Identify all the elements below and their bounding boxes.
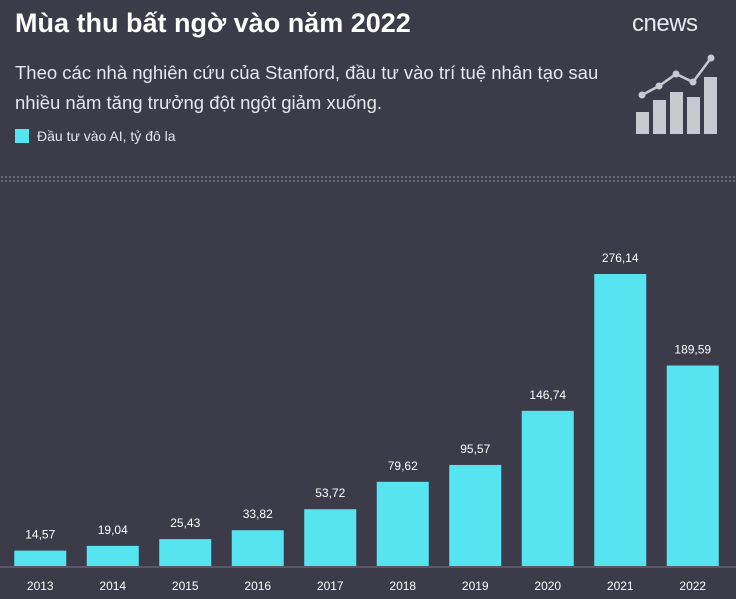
bar <box>14 550 67 566</box>
x-tick-label: 2018 <box>389 579 416 593</box>
legend-label: Đầu tư vào AI, tỷ đô la <box>37 128 176 144</box>
value-label: 189,59 <box>674 343 711 357</box>
bar <box>231 530 284 566</box>
value-label: 33,82 <box>243 507 273 521</box>
x-tick-label: 2022 <box>679 579 706 593</box>
legend-swatch <box>15 129 29 143</box>
separator <box>0 175 736 183</box>
x-tick-label: 2014 <box>99 579 126 593</box>
x-tick-label: 2016 <box>244 579 271 593</box>
value-label: 14,57 <box>25 528 55 542</box>
icon <box>636 54 717 134</box>
x-tick-label: 2019 <box>462 579 489 593</box>
x-tick-label: 2020 <box>534 579 561 593</box>
bar <box>666 365 719 566</box>
value-label: 19,04 <box>98 523 128 537</box>
bar <box>449 464 502 566</box>
bar <box>159 539 212 566</box>
value-label: 25,43 <box>170 516 200 530</box>
value-label: 95,57 <box>460 442 490 456</box>
x-tick-label: 2013 <box>27 579 54 593</box>
bar <box>376 481 429 566</box>
bar <box>86 545 139 566</box>
chart-title: Mùa thu bất ngờ vào năm 2022 <box>15 8 411 38</box>
legend: Đầu tư vào AI, tỷ đô la <box>15 128 176 144</box>
logo: cnews <box>632 10 698 37</box>
value-label: 146,74 <box>529 388 566 402</box>
bar <box>594 274 647 566</box>
x-tick-label: 2021 <box>607 579 634 593</box>
chart-subtitle: Theo các nhà nghiên cứu của Stanford, đầ… <box>15 62 599 113</box>
value-label: 53,72 <box>315 486 345 500</box>
value-label: 276,14 <box>602 251 639 265</box>
x-tick-label: 2017 <box>317 579 344 593</box>
x-tick-label: 2015 <box>172 579 199 593</box>
bar <box>304 509 357 566</box>
value-label: 79,62 <box>388 459 418 473</box>
bar <box>521 410 574 566</box>
